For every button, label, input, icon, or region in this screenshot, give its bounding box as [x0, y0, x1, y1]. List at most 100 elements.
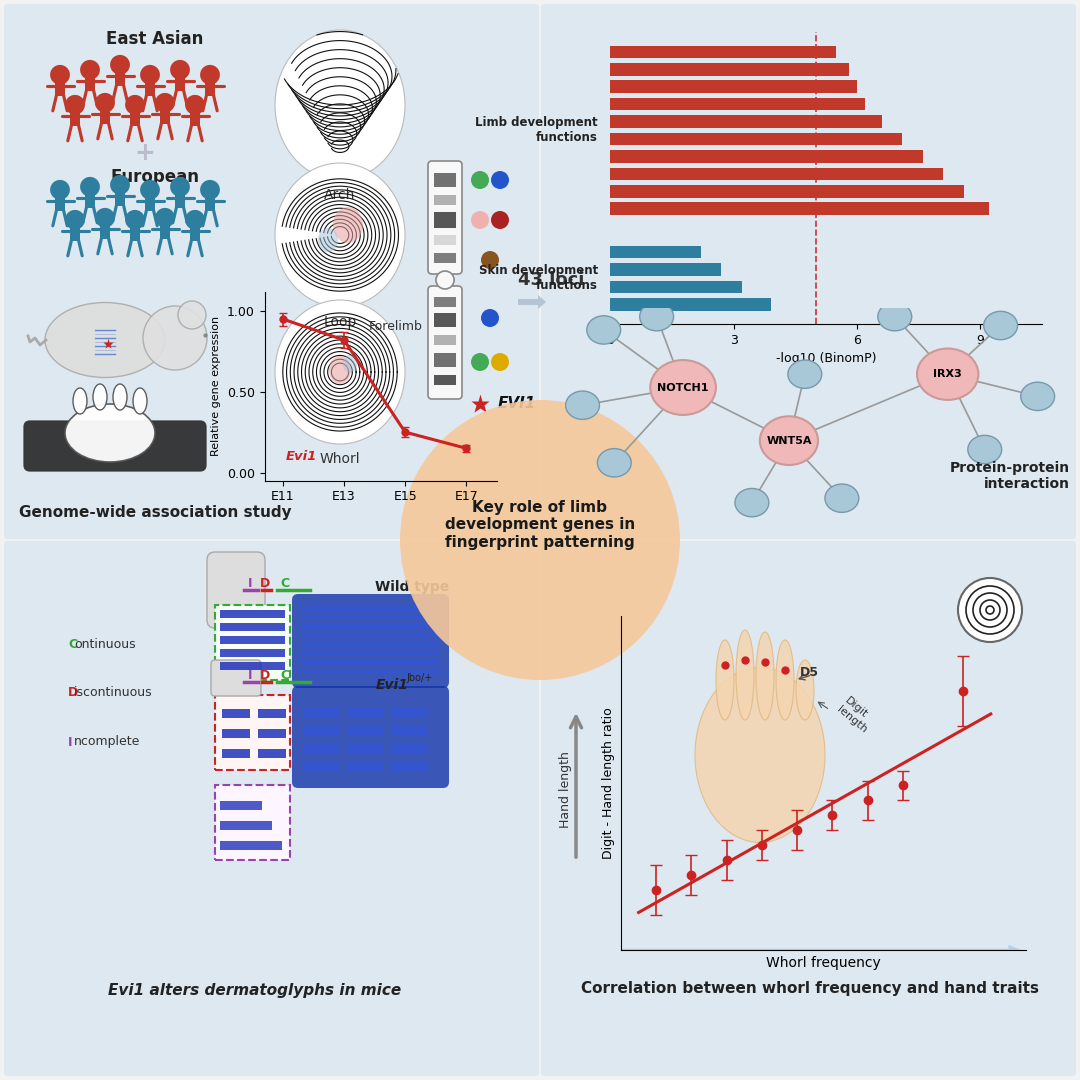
Bar: [204, 194, 215, 211]
Circle shape: [471, 353, 489, 372]
Bar: [303, 726, 340, 735]
Circle shape: [491, 211, 509, 229]
Y-axis label: Relative gene expression: Relative gene expression: [212, 316, 221, 456]
Bar: [610, 81, 858, 93]
Bar: [258, 708, 286, 718]
Circle shape: [788, 360, 822, 389]
Ellipse shape: [777, 640, 794, 720]
Bar: [69, 109, 80, 125]
FancyArrow shape: [621, 945, 1023, 956]
Bar: [392, 708, 428, 718]
Bar: [302, 624, 438, 629]
Ellipse shape: [65, 404, 156, 462]
Ellipse shape: [756, 632, 774, 720]
Bar: [302, 615, 438, 620]
Bar: [610, 98, 865, 110]
Circle shape: [597, 448, 631, 477]
Bar: [610, 63, 849, 76]
Bar: [84, 191, 95, 207]
Text: ncomplete: ncomplete: [75, 735, 140, 748]
Bar: [215, 785, 291, 860]
Text: D: D: [260, 669, 270, 681]
Bar: [610, 298, 771, 311]
Text: Forelimb: Forelimb: [368, 321, 422, 334]
FancyBboxPatch shape: [541, 541, 1076, 1076]
Circle shape: [825, 484, 859, 512]
Circle shape: [171, 177, 190, 197]
Ellipse shape: [436, 271, 454, 289]
Bar: [610, 45, 837, 58]
Bar: [434, 375, 456, 384]
Bar: [160, 222, 171, 239]
Bar: [348, 744, 384, 754]
Bar: [434, 212, 456, 228]
Text: Loop: Loop: [323, 315, 356, 329]
Bar: [84, 75, 95, 91]
Bar: [222, 708, 249, 718]
Text: D5: D5: [800, 665, 819, 678]
Circle shape: [481, 309, 499, 327]
Bar: [114, 189, 125, 205]
Circle shape: [481, 251, 499, 269]
Circle shape: [735, 488, 769, 517]
Circle shape: [156, 93, 175, 112]
Circle shape: [80, 59, 100, 80]
Bar: [434, 173, 456, 187]
Bar: [392, 744, 428, 754]
Circle shape: [140, 65, 160, 84]
FancyBboxPatch shape: [292, 594, 449, 688]
Bar: [348, 726, 384, 735]
Text: Evi1 alters dermatoglyphs in mice: Evi1 alters dermatoglyphs in mice: [108, 983, 402, 998]
Text: D: D: [260, 577, 270, 590]
Bar: [220, 623, 285, 631]
FancyBboxPatch shape: [4, 4, 539, 539]
X-axis label: Whorl frequency: Whorl frequency: [766, 956, 881, 970]
Bar: [215, 696, 291, 770]
Circle shape: [143, 306, 207, 370]
Text: EVI1: EVI1: [498, 396, 537, 411]
Bar: [220, 649, 285, 657]
FancyBboxPatch shape: [428, 161, 462, 274]
Ellipse shape: [275, 300, 405, 444]
Bar: [190, 225, 201, 241]
Bar: [348, 708, 384, 718]
Circle shape: [760, 416, 818, 465]
Bar: [222, 750, 249, 758]
Circle shape: [968, 435, 1001, 463]
Circle shape: [50, 65, 70, 84]
Bar: [220, 610, 285, 618]
Bar: [434, 313, 456, 327]
FancyBboxPatch shape: [428, 286, 462, 399]
Bar: [302, 642, 438, 647]
Bar: [610, 150, 923, 163]
Bar: [258, 729, 286, 738]
Circle shape: [566, 391, 599, 419]
Bar: [55, 79, 66, 95]
FancyBboxPatch shape: [4, 541, 539, 1076]
Bar: [302, 633, 438, 638]
Circle shape: [586, 315, 621, 345]
Bar: [303, 708, 340, 718]
Circle shape: [140, 180, 160, 200]
Bar: [204, 79, 215, 95]
Text: Digit
length: Digit length: [835, 696, 876, 734]
Bar: [610, 202, 988, 215]
Ellipse shape: [696, 667, 825, 842]
Circle shape: [171, 59, 190, 80]
Bar: [220, 662, 285, 670]
Circle shape: [156, 207, 175, 228]
Circle shape: [125, 95, 145, 114]
Bar: [302, 669, 438, 674]
Y-axis label: Digit - Hand length ratio: Digit - Hand length ratio: [603, 707, 616, 859]
Bar: [55, 194, 66, 211]
Ellipse shape: [113, 384, 127, 410]
Bar: [99, 222, 110, 239]
Text: Hand length: Hand length: [559, 752, 572, 828]
Circle shape: [65, 95, 85, 114]
Bar: [145, 79, 156, 95]
Text: C: C: [281, 669, 289, 681]
Text: iscontinuous: iscontinuous: [75, 686, 152, 699]
Bar: [303, 744, 340, 754]
Bar: [130, 109, 140, 125]
Bar: [222, 729, 249, 738]
